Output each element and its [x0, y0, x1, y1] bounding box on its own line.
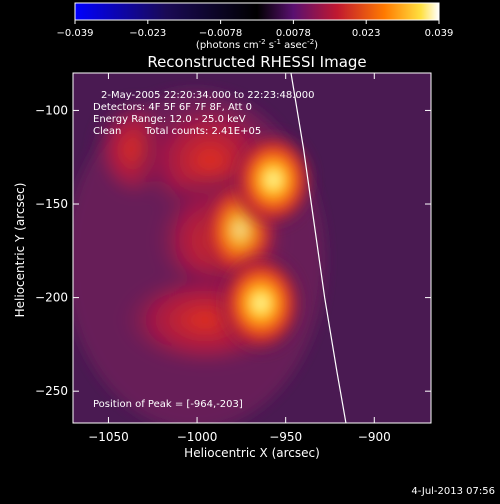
emission-source: [230, 129, 317, 230]
timestamp: 4-Jul-2013 07:56: [411, 486, 495, 497]
colorbar-tick-label: −0.023: [129, 28, 166, 39]
solar-limb-line: [290, 73, 347, 423]
chart-title: Reconstructed RHESSI Image: [147, 53, 366, 71]
x-axis-label: Heliocentric X (arcsec): [184, 446, 320, 460]
annotation-energy: Energy Range: 12.0 - 25.0 keV: [93, 114, 246, 125]
colorbar-tick-label: 0.0078: [276, 28, 311, 39]
colorbar: −0.039 −0.023 −0.0078 0.0078 0.023 0.039 (pho…: [56, 2, 453, 51]
annotation-clean: Clean: [93, 126, 121, 137]
plot-area: [73, 73, 431, 423]
annotations: 2-May-2005 22:20:34.000 to 22:23:48.000 …: [93, 90, 314, 410]
colorbar-ticks: −0.039 −0.023 −0.0078 0.0078 0.023 0.039: [56, 20, 453, 39]
x-tick-label: −1050: [88, 430, 129, 444]
colorbar-tick-label: 0.039: [425, 28, 454, 39]
annotation-time: 2-May-2005 22:20:34.000 to 22:23:48.000: [101, 90, 314, 101]
x-tick-label: −950: [269, 430, 302, 444]
x-axis-ticks: −1050 −1000 −950 −900: [88, 73, 391, 444]
colorbar-units: (photons cm-2 s-1 asec-2): [196, 38, 318, 51]
colorbar-tick-label: −0.039: [56, 28, 93, 39]
annotation-counts: Total counts: 2.41E+05: [144, 126, 261, 137]
x-tick-label: −900: [358, 430, 391, 444]
y-tick-label: −250: [35, 384, 68, 398]
annotation-detectors: Detectors: 4F 5F 6F 7F 8F, Att 0: [93, 102, 252, 113]
colorbar-tick-label: 0.023: [352, 28, 381, 39]
y-tick-label: −150: [35, 197, 68, 211]
y-axis-ticks: −100 −150 −200 −250: [35, 103, 431, 398]
emission-source: [216, 251, 306, 356]
plot-frame: [72, 72, 432, 424]
y-axis-label: Heliocentric Y (arcsec): [13, 183, 27, 318]
annotation-peak: Position of Peak = [-964,-203]: [93, 399, 243, 410]
source-layer: [216, 129, 317, 356]
colorbar-gradient: [74, 2, 440, 21]
y-tick-label: −200: [35, 291, 68, 305]
x-tick-label: −1000: [177, 430, 218, 444]
colorbar-tick-label: −0.0078: [199, 28, 242, 39]
y-tick-label: −100: [35, 103, 68, 117]
